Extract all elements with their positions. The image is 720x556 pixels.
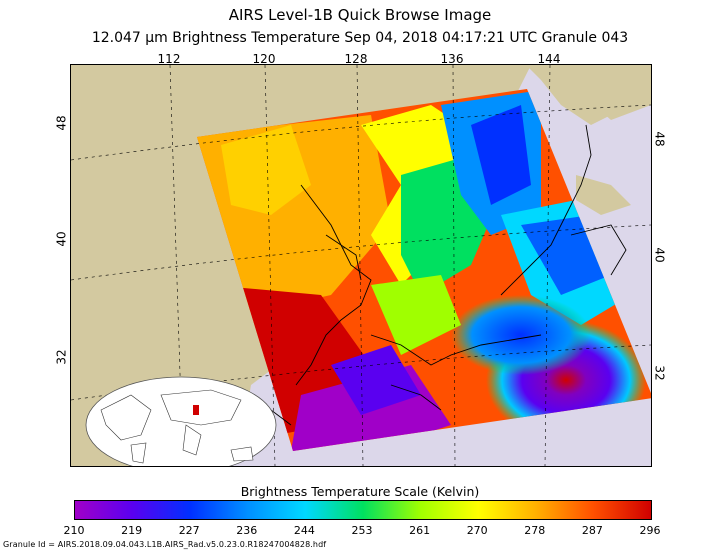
lon-tick-top: 144 (537, 52, 561, 66)
lat-tick-left: 48 (54, 115, 69, 131)
colorbar-tick-label: 253 (351, 524, 373, 537)
image-title: AIRS Level-1B Quick Browse Image (228, 6, 492, 24)
granule-id: Granule Id = AIRS.2018.09.04.043.L1B.AIR… (3, 540, 327, 549)
lon-tick-top: 128 (344, 52, 368, 66)
world-locator-map (85, 376, 277, 466)
colorbar-tick-label: 227 (178, 524, 200, 537)
colorbar-tick-label: 210 (63, 524, 85, 537)
map-svg (71, 65, 651, 466)
lon-tick-top: 120 (252, 52, 276, 66)
lon-tick-top: 136 (440, 52, 464, 66)
colorbar-tick-label: 236 (236, 524, 258, 537)
colorbar-title: Brightness Temperature Scale (Kelvin) (240, 484, 480, 499)
colorbar-tick-label: 270 (466, 524, 488, 537)
lat-tick-right: 48 (652, 131, 667, 147)
locator-marker (193, 405, 199, 415)
lat-tick-right: 32 (652, 365, 667, 381)
colorbar (74, 500, 652, 520)
colorbar-tick-label: 278 (524, 524, 546, 537)
lat-tick-right: 40 (652, 247, 667, 263)
colorbar-tick-label: 219 (121, 524, 143, 537)
colorbar-tick-label: 244 (293, 524, 315, 537)
lon-tick-top: 112 (157, 52, 181, 66)
map-panel (70, 64, 652, 467)
image-subtitle: 12.047 μm Brightness Temperature Sep 04,… (91, 30, 629, 46)
colorbar-tick-label: 287 (581, 524, 603, 537)
lat-tick-left: 40 (54, 231, 69, 247)
coastlines (240, 124, 627, 426)
colorbar-tick-label: 296 (639, 524, 661, 537)
lat-tick-left: 32 (54, 349, 69, 365)
colorbar-tick-label: 261 (409, 524, 431, 537)
